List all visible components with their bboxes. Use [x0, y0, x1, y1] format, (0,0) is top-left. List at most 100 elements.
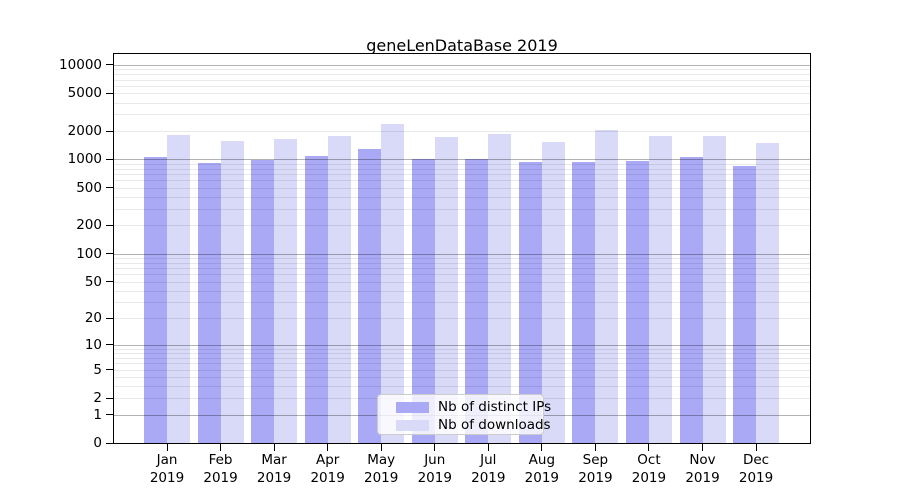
x-tick	[648, 444, 650, 451]
legend-label-downloads: Nb of downloads	[438, 417, 551, 433]
x-tick	[434, 444, 436, 451]
bar-jun-distinct-ips	[411, 159, 435, 444]
gridline-minor	[113, 357, 811, 359]
gridline-minor	[113, 377, 811, 379]
x-tick	[380, 444, 382, 451]
bar-feb-downloads	[220, 140, 244, 444]
gridline-minor	[113, 268, 811, 270]
legend-swatch-distinct-ips	[396, 401, 429, 413]
y-tick	[106, 414, 113, 416]
bar-apr-downloads	[327, 136, 351, 444]
bar-mar-downloads	[274, 139, 298, 444]
gridline-minor	[113, 208, 811, 210]
gridline-minor	[113, 85, 811, 87]
x-tick-label: Oct 2019	[631, 452, 667, 486]
y-tick	[106, 130, 113, 132]
gridline-minor	[113, 174, 811, 176]
bar-jun-downloads	[434, 136, 458, 444]
bar-nov-downloads	[702, 135, 726, 444]
y-tick	[106, 158, 113, 160]
y-tick-label: 2000	[67, 123, 102, 139]
x-tick-label: Dec 2019	[738, 452, 774, 486]
x-tick-label: Feb 2019	[203, 452, 238, 486]
y-tick	[106, 442, 113, 444]
gridline-minor	[113, 262, 811, 264]
bar-oct-downloads	[648, 135, 672, 444]
x-tick-label: Jan 2019	[149, 452, 185, 486]
y-tick-label: 5000	[67, 85, 102, 102]
y-tick-label: 500	[76, 179, 102, 196]
gridline-minor	[113, 363, 811, 365]
bar-may-distinct-ips	[358, 149, 382, 444]
x-tick-label: Sep 2019	[578, 452, 613, 486]
legend-item-downloads: Nb of downloads	[396, 417, 551, 433]
x-tick-label: Mar 2019	[256, 452, 292, 486]
x-tick	[327, 444, 329, 451]
gridline-minor	[113, 180, 811, 182]
y-tick-label: 200	[76, 217, 102, 234]
gridline-minor	[113, 79, 811, 81]
gridline-major	[113, 253, 811, 255]
gridline-minor	[113, 257, 811, 259]
bar-aug-distinct-ips	[518, 161, 542, 444]
y-tick-label: 1000	[67, 151, 102, 168]
y-tick-label: 10	[84, 336, 102, 353]
gridline-minor	[113, 163, 811, 165]
bar-may-downloads	[381, 124, 405, 444]
y-tick	[106, 64, 113, 66]
gridline-minor	[113, 197, 811, 199]
y-tick-label: 10000	[59, 56, 102, 73]
gridline-minor	[113, 353, 811, 355]
bar-aug-downloads	[541, 142, 565, 444]
gridline-minor	[113, 290, 811, 292]
bar-jan-distinct-ips	[144, 157, 167, 444]
x-tick-label: Nov 2019	[685, 452, 720, 486]
x-tick	[220, 444, 222, 451]
chart-title: geneLenDataBase 2019	[366, 36, 558, 55]
gridline-minor	[113, 369, 811, 371]
gridline-major	[113, 64, 811, 66]
legend-swatch-downloads	[396, 419, 429, 431]
x-tick	[594, 444, 596, 451]
gridline-minor	[113, 69, 811, 71]
y-tick-label: 2	[93, 390, 102, 407]
bar-sep-downloads	[595, 130, 619, 444]
bar-feb-distinct-ips	[197, 162, 221, 444]
legend: Nb of distinct IPs Nb of downloads	[377, 394, 551, 435]
gridline-minor	[113, 74, 811, 76]
x-tick-label: Jul 2019	[471, 452, 506, 486]
x-tick-label: Jun 2019	[417, 452, 452, 486]
bar-sep-distinct-ips	[572, 161, 596, 444]
legend-label-distinct-ips: Nb of distinct IPs	[438, 399, 552, 415]
x-tick	[541, 444, 543, 451]
y-tick	[106, 187, 113, 189]
bar-jul-distinct-ips	[465, 158, 489, 444]
gridline-minor	[113, 348, 811, 350]
gridline-minor	[113, 386, 811, 388]
x-tick-label: Apr 2019	[310, 452, 345, 486]
bar-nov-distinct-ips	[679, 157, 703, 444]
x-tick	[755, 444, 757, 451]
x-tick	[487, 444, 489, 451]
gridline-minor	[113, 274, 811, 276]
plot-area	[113, 53, 811, 444]
gridline-minor	[113, 102, 811, 104]
gridline-minor	[113, 168, 811, 170]
legend-item-distinct-ips: Nb of distinct IPs	[396, 399, 551, 415]
x-tick-label: Aug 2019	[524, 452, 560, 486]
gridline-minor	[113, 318, 811, 320]
gridline-minor	[113, 114, 811, 116]
y-tick	[106, 92, 113, 94]
gridline-major	[113, 344, 811, 346]
gridline-minor	[113, 187, 811, 189]
x-tick	[702, 444, 703, 451]
bar-mar-distinct-ips	[251, 159, 275, 444]
y-tick-label: 5	[93, 361, 102, 378]
bar-dec-downloads	[756, 143, 780, 444]
y-tick-label: 0	[93, 435, 102, 452]
y-tick	[106, 224, 113, 226]
y-tick	[106, 369, 113, 371]
y-tick	[106, 281, 113, 283]
bar-oct-distinct-ips	[625, 161, 649, 444]
